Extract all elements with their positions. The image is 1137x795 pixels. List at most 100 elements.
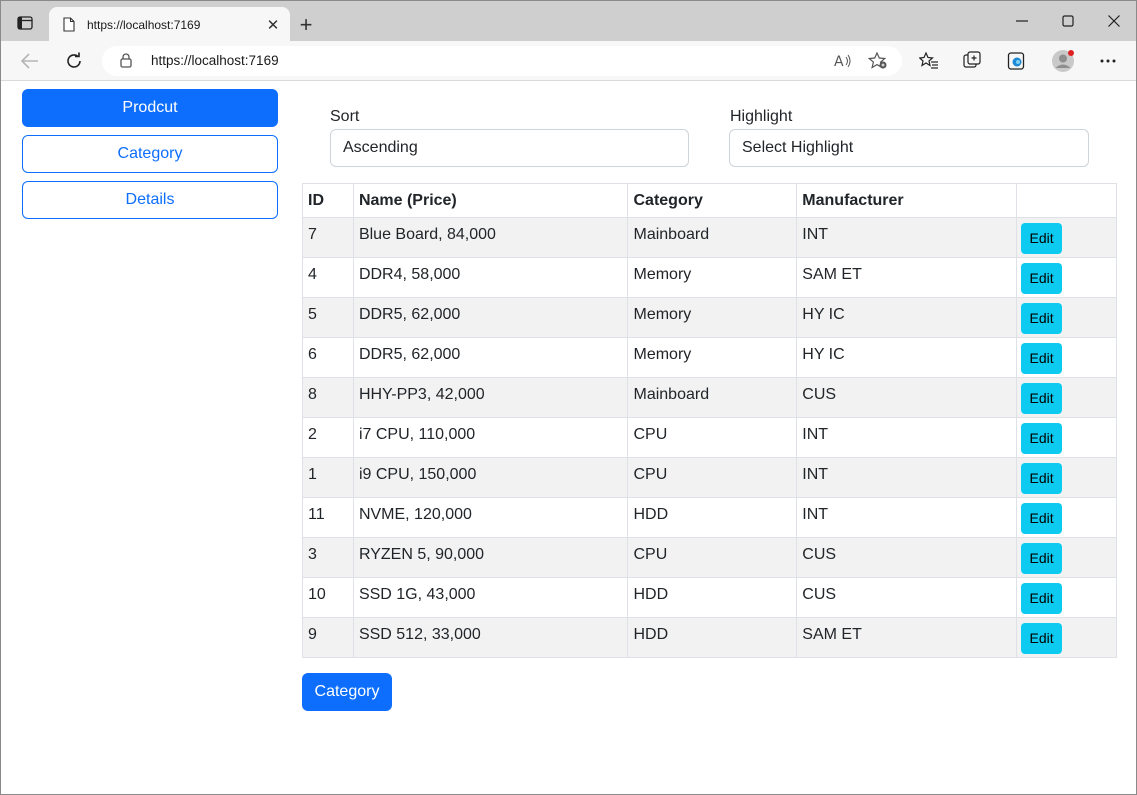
- close-tab-icon[interactable]: ✕: [266, 16, 280, 34]
- tab-actions-icon[interactable]: [11, 11, 39, 35]
- cell-actions: Edit: [1016, 337, 1117, 378]
- address-bar[interactable]: https://localhost:7169 A: [102, 46, 902, 76]
- table-header-row: ID Name (Price) Category Manufacturer: [302, 183, 1117, 218]
- cell-name-price: SSD 512, 33,000: [352, 617, 629, 658]
- edit-button[interactable]: Edit: [1021, 583, 1063, 614]
- edit-button[interactable]: Edit: [1021, 623, 1063, 654]
- more-menu-icon[interactable]: [1096, 49, 1120, 73]
- column-header-category: Category: [627, 183, 798, 218]
- close-window-icon[interactable]: [1091, 6, 1136, 36]
- url-text: https://localhost:7169: [151, 53, 279, 68]
- cell-name-price: SSD 1G, 43,000: [352, 577, 629, 618]
- edit-button[interactable]: Edit: [1021, 543, 1063, 574]
- back-icon[interactable]: [16, 47, 44, 75]
- cell-name-price: DDR4, 58,000: [352, 257, 629, 298]
- cell-actions: Edit: [1016, 297, 1117, 338]
- read-aloud-icon[interactable]: A: [832, 51, 854, 71]
- sidebar-item-details[interactable]: Details: [22, 181, 278, 219]
- column-header-name: Name (Price): [352, 183, 629, 218]
- sidebar-item-category[interactable]: Category: [22, 135, 278, 173]
- cell-manufacturer: INT: [796, 457, 1018, 498]
- cell-category: CPU: [627, 457, 798, 498]
- edit-button[interactable]: Edit: [1021, 263, 1063, 294]
- cell-name-price: RYZEN 5, 90,000: [352, 537, 629, 578]
- cell-id: 4: [302, 257, 354, 298]
- edit-button[interactable]: Edit: [1021, 223, 1063, 254]
- cell-actions: Edit: [1016, 537, 1117, 578]
- highlight-label: Highlight: [730, 108, 793, 125]
- cell-actions: Edit: [1016, 217, 1117, 258]
- table-row: 6 DDR5, 62,000 Memory HY IC Edit: [302, 337, 1117, 378]
- cell-category: Memory: [627, 297, 798, 338]
- cell-name-price: Blue Board, 84,000: [352, 217, 629, 258]
- cell-manufacturer: CUS: [796, 537, 1018, 578]
- edit-button[interactable]: Edit: [1021, 383, 1063, 414]
- cell-manufacturer: CUS: [796, 577, 1018, 618]
- cell-actions: Edit: [1016, 497, 1117, 538]
- cell-name-price: DDR5, 62,000: [352, 297, 629, 338]
- cell-manufacturer: SAM ET: [796, 617, 1018, 658]
- sort-select[interactable]: Ascending: [330, 129, 689, 167]
- maximize-icon[interactable]: [1045, 6, 1091, 36]
- favorites-icon[interactable]: [917, 49, 941, 73]
- cell-category: HDD: [627, 497, 798, 538]
- table-row: 10 SSD 1G, 43,000 HDD CUS Edit: [302, 577, 1117, 618]
- cell-id: 2: [302, 417, 354, 458]
- cell-category: HDD: [627, 617, 798, 658]
- sidebar-item-product[interactable]: Prodcut: [22, 89, 278, 127]
- refresh-icon[interactable]: [60, 47, 88, 75]
- table-row: 4 DDR4, 58,000 Memory SAM ET Edit: [302, 257, 1117, 298]
- edit-button[interactable]: Edit: [1021, 343, 1063, 374]
- cell-name-price: i7 CPU, 110,000: [352, 417, 629, 458]
- cell-actions: Edit: [1016, 577, 1117, 618]
- title-bar: https://localhost:7169 ✕ +: [1, 1, 1136, 42]
- cell-manufacturer: SAM ET: [796, 257, 1018, 298]
- add-favorite-icon[interactable]: [867, 51, 889, 71]
- column-header-id: ID: [302, 183, 354, 218]
- category-button[interactable]: Category: [302, 673, 392, 711]
- cell-id: 1: [302, 457, 354, 498]
- profile-avatar-icon[interactable]: [1051, 49, 1075, 73]
- table-row: 5 DDR5, 62,000 Memory HY IC Edit: [302, 297, 1117, 338]
- cell-actions: Edit: [1016, 377, 1117, 418]
- cell-manufacturer: HY IC: [796, 297, 1018, 338]
- cell-category: Memory: [627, 257, 798, 298]
- cell-name-price: HHY-PP3, 42,000: [352, 377, 629, 418]
- browser-tab[interactable]: https://localhost:7169 ✕: [49, 7, 290, 42]
- table-row: 8 HHY-PP3, 42,000 Mainboard CUS Edit: [302, 377, 1117, 418]
- table-row: 7 Blue Board, 84,000 Mainboard INT Edit: [302, 217, 1117, 258]
- cell-name-price: NVME, 120,000: [352, 497, 629, 538]
- cell-category: HDD: [627, 577, 798, 618]
- edit-button[interactable]: Edit: [1021, 463, 1063, 494]
- cell-id: 7: [302, 217, 354, 258]
- edge-sidebar-icon[interactable]: [1005, 49, 1029, 73]
- cell-name-price: DDR5, 62,000: [352, 337, 629, 378]
- page-icon: [61, 17, 77, 33]
- new-tab-icon[interactable]: +: [299, 12, 313, 37]
- cell-category: CPU: [627, 537, 798, 578]
- edit-button[interactable]: Edit: [1021, 503, 1063, 534]
- svg-text:A: A: [834, 54, 844, 69]
- cell-id: 5: [302, 297, 354, 338]
- tab-title: https://localhost:7169: [87, 17, 201, 32]
- edit-button[interactable]: Edit: [1021, 303, 1063, 334]
- cell-id: 6: [302, 337, 354, 378]
- collections-icon[interactable]: [961, 49, 985, 73]
- minimize-icon[interactable]: [999, 6, 1045, 36]
- cell-manufacturer: INT: [796, 217, 1018, 258]
- cell-actions: Edit: [1016, 417, 1117, 458]
- table-row: 11 NVME, 120,000 HDD INT Edit: [302, 497, 1117, 538]
- highlight-select[interactable]: Select Highlight: [729, 129, 1089, 167]
- cell-category: Mainboard: [627, 217, 798, 258]
- table-row: 3 RYZEN 5, 90,000 CPU CUS Edit: [302, 537, 1117, 578]
- cell-actions: Edit: [1016, 257, 1117, 298]
- cell-manufacturer: INT: [796, 497, 1018, 538]
- edit-button[interactable]: Edit: [1021, 423, 1063, 454]
- page-content: Prodcut Category Details Sort Ascending …: [1, 82, 1136, 794]
- cell-id: 11: [302, 497, 354, 538]
- lock-icon[interactable]: [120, 53, 132, 73]
- cell-category: Mainboard: [627, 377, 798, 418]
- table-row: 1 i9 CPU, 150,000 CPU INT Edit: [302, 457, 1117, 498]
